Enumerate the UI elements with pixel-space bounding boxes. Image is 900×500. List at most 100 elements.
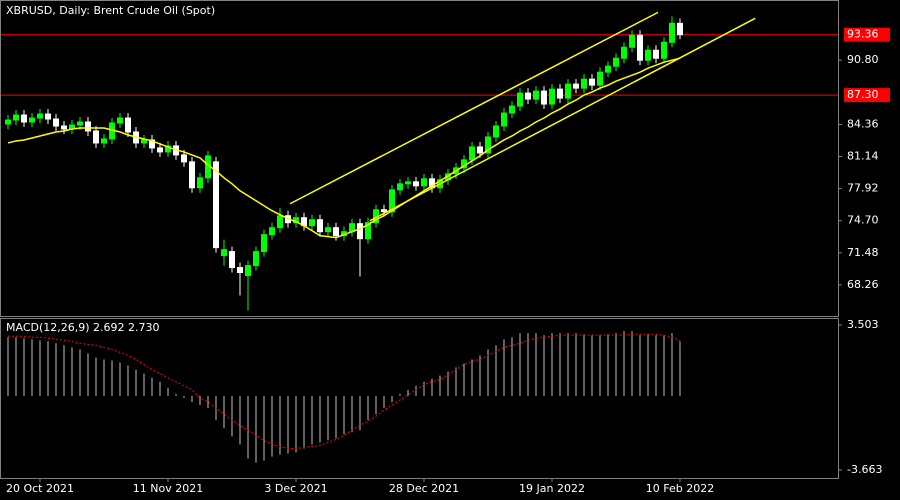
macd-plot — [7, 331, 681, 463]
moving-average — [7, 57, 681, 239]
candle-body — [677, 22, 683, 36]
candle-body — [501, 112, 507, 127]
y-tick-label: 84.36 — [847, 117, 879, 130]
candle-body — [421, 178, 427, 187]
candle-body — [485, 136, 491, 154]
candle-body — [101, 138, 107, 144]
candle-body — [613, 57, 619, 67]
price-panel — [0, 0, 839, 317]
candle-body — [413, 181, 419, 187]
candle-body — [125, 117, 131, 133]
candle-body — [629, 34, 635, 48]
candle-body — [381, 209, 387, 213]
candle-body — [181, 154, 187, 163]
candle-body — [117, 117, 123, 124]
price-plot — [1, 11, 838, 311]
candle-body — [277, 215, 283, 229]
candle-body — [581, 78, 587, 89]
y-tick-label: 74.70 — [847, 214, 879, 227]
candle-body — [229, 251, 235, 269]
macd-y-tick-label: 3.503 — [847, 318, 879, 331]
candle-body — [37, 113, 43, 119]
candle-body — [253, 251, 259, 267]
candle-body — [525, 92, 531, 100]
candle-body — [189, 161, 195, 189]
x-tick-label: 10 Feb 2022 — [646, 482, 714, 495]
macd-panel — [0, 318, 839, 479]
candle-body — [309, 219, 315, 227]
candle-body — [261, 234, 267, 253]
candle-body — [333, 227, 339, 237]
y-tick-label: 90.80 — [847, 53, 879, 66]
candle-body — [669, 22, 675, 43]
x-tick-label: 28 Dec 2021 — [389, 482, 459, 495]
level-label-bg — [844, 88, 890, 103]
candle-body — [549, 88, 555, 105]
candle-body — [645, 49, 651, 61]
candle-body — [141, 139, 147, 144]
candle-body — [45, 113, 51, 120]
candle-body — [541, 90, 547, 105]
candle-body — [605, 65, 611, 73]
candle-body — [597, 71, 603, 86]
candle-body — [477, 146, 483, 154]
candle-body — [533, 90, 539, 100]
candle-body — [557, 88, 563, 99]
macd-title: MACD(12,26,9) 2.692 2.730 — [6, 321, 160, 334]
candle-body — [13, 114, 19, 121]
candle-body — [85, 121, 91, 132]
candle-body — [565, 83, 571, 99]
level-label: 93.36 — [847, 28, 879, 41]
candle-body — [389, 189, 395, 213]
y-tick-label: 77.92 — [847, 182, 879, 195]
x-tick-label: 20 Oct 2021 — [6, 482, 74, 495]
level-label: 87.30 — [847, 88, 879, 101]
candle-body — [357, 223, 363, 240]
x-tick-label: 11 Nov 2021 — [133, 482, 203, 495]
candle-body — [325, 227, 331, 233]
candle-body — [5, 119, 11, 125]
candle-body — [29, 117, 35, 123]
candle-body — [469, 146, 475, 161]
candle-body — [653, 49, 659, 59]
candle-body — [589, 78, 595, 86]
trendline — [289, 11, 659, 205]
candle-body — [61, 125, 67, 130]
x-tick-label: 3 Dec 2021 — [264, 482, 327, 495]
candle-body — [661, 41, 667, 59]
candle-body — [269, 227, 275, 236]
y-tick-label: 68.26 — [847, 278, 879, 291]
candle-body — [149, 139, 155, 149]
trendline — [369, 17, 756, 222]
candle-body — [365, 222, 371, 240]
candle-body — [93, 130, 99, 144]
candle-body — [221, 249, 227, 257]
candle-body — [53, 118, 59, 127]
candle-body — [637, 34, 643, 61]
candle-body — [493, 125, 499, 138]
candle-body — [197, 177, 203, 189]
y-tick-label: 71.48 — [847, 246, 879, 259]
x-tick-label: 19 Jan 2022 — [519, 482, 585, 495]
candle-body — [77, 121, 83, 126]
candle-body — [245, 265, 251, 277]
candle-body — [213, 161, 219, 249]
level-label-bg — [844, 27, 890, 42]
candle-body — [157, 147, 163, 153]
macd-y-tick-label: -3.663 — [847, 463, 882, 476]
chart-title: XBRUSD, Daily: Brent Crude Oil (Spot) — [6, 4, 215, 17]
candle-body — [517, 92, 523, 107]
macd-signal — [8, 333, 681, 449]
candle-body — [237, 267, 243, 274]
candle-body — [317, 219, 323, 233]
candle-body — [165, 145, 171, 153]
candle-body — [405, 181, 411, 185]
candle-body — [573, 83, 579, 89]
candle-body — [621, 46, 627, 59]
y-tick-label: 81.14 — [847, 150, 879, 163]
candle-body — [21, 114, 27, 123]
candle-body — [397, 183, 403, 191]
axes: 68.26 71.48 74.70 77.92 81.14 84.36 90.80 93.36… — [6, 27, 890, 495]
candle-body — [509, 105, 515, 114]
